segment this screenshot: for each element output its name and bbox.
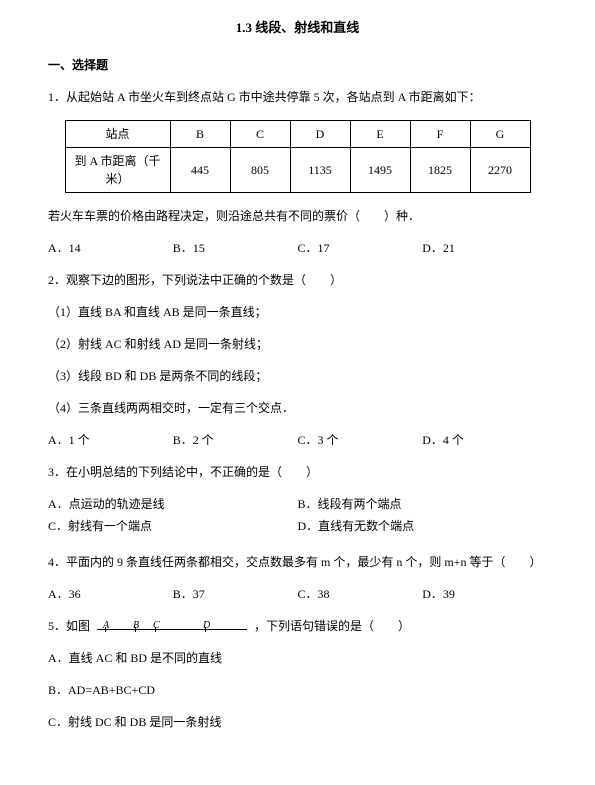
- table-cell: 445: [170, 147, 230, 192]
- question-2: 2．观察下边的图形，下列说法中正确的个数是（ ）: [48, 271, 547, 289]
- q5-pre: 5．如图: [48, 619, 90, 633]
- q5-options: A．直线 AC 和 BD 是不同的直线 B．AD=AB+BC+CD C．射线 D…: [48, 649, 547, 731]
- option-a: A．点运动的轨迹是线: [48, 495, 298, 513]
- q1-table: 站点 B C D E F G 到 A 市距离（千米） 445 805 1135 …: [65, 120, 531, 193]
- point-b-label: B: [133, 618, 139, 633]
- table-cell: E: [350, 120, 410, 147]
- q5-post: ，下列语句错误的是（ ）: [254, 619, 410, 633]
- table-cell: 站点: [65, 120, 170, 147]
- question-4: 4．平面内的 9 条直线任两条都相交，交点数最多有 m 个，最少有 n 个，则 …: [48, 553, 547, 571]
- table-cell: F: [410, 120, 470, 147]
- line-diagram: A B C D: [97, 621, 247, 633]
- option-c: C．17: [298, 239, 423, 257]
- option-a: A．1 个: [48, 431, 173, 449]
- option-a: A．直线 AC 和 BD 是不同的直线: [48, 649, 547, 667]
- q2-statement-4: （4）三条直线两两相交时，一定有三个交点．: [48, 399, 547, 417]
- option-c: C．射线有一个端点: [48, 517, 298, 535]
- question-1: 1．从起始站 A 市坐火车到终点站 G 市中途共停靠 5 次，各站点到 A 市距…: [48, 88, 547, 106]
- q2-statement-1: （1）直线 BA 和直线 AB 是同一条直线；: [48, 303, 547, 321]
- q2-statement-2: （2）射线 AC 和射线 AD 是同一条射线；: [48, 335, 547, 353]
- option-a: A．36: [48, 585, 173, 603]
- question-5: 5．如图 A B C D ，下列语句错误的是（ ）: [48, 617, 547, 635]
- option-b: B．AD=AB+BC+CD: [48, 681, 547, 699]
- table-cell: 1135: [290, 147, 350, 192]
- point-a-label: A: [103, 618, 109, 633]
- page-title: 1.3 线段、射线和直线: [48, 18, 547, 38]
- q3-options: A．点运动的轨迹是线 B．线段有两个端点 C．射线有一个端点 D．直线有无数个端…: [48, 495, 547, 539]
- point-d-label: D: [203, 618, 210, 633]
- table-cell: 1495: [350, 147, 410, 192]
- point-c-label: C: [153, 618, 160, 633]
- option-c: C．射线 DC 和 DB 是同一条射线: [48, 713, 547, 731]
- option-b: B．线段有两个端点: [298, 495, 548, 513]
- q2-statement-3: （3）线段 BD 和 DB 是两条不同的线段；: [48, 367, 547, 385]
- table-cell: B: [170, 120, 230, 147]
- table-cell: 2270: [470, 147, 530, 192]
- table-row: 站点 B C D E F G: [65, 120, 530, 147]
- option-d: D．21: [422, 239, 547, 257]
- table-cell: D: [290, 120, 350, 147]
- option-c: C．38: [298, 585, 423, 603]
- q1-options: A．14 B．15 C．17 D．21: [48, 239, 547, 257]
- option-b: B．15: [173, 239, 298, 257]
- table-cell: 1825: [410, 147, 470, 192]
- table-cell: 到 A 市距离（千米）: [65, 147, 170, 192]
- option-d: D．直线有无数个端点: [298, 517, 548, 535]
- option-b: B．2 个: [173, 431, 298, 449]
- q2-options: A．1 个 B．2 个 C．3 个 D．4 个: [48, 431, 547, 449]
- question-1-tail: 若火车车票的价格由路程决定，则沿途总共有不同的票价（ ）种．: [48, 207, 547, 225]
- option-d: D．39: [422, 585, 547, 603]
- option-b: B．37: [173, 585, 298, 603]
- q4-options: A．36 B．37 C．38 D．39: [48, 585, 547, 603]
- option-c: C．3 个: [298, 431, 423, 449]
- question-3: 3．在小明总结的下列结论中，不正确的是（ ）: [48, 463, 547, 481]
- table-cell: G: [470, 120, 530, 147]
- section-heading: 一、选择题: [48, 56, 547, 74]
- table-cell: 805: [230, 147, 290, 192]
- table-cell: C: [230, 120, 290, 147]
- option-d: D．4 个: [422, 431, 547, 449]
- option-a: A．14: [48, 239, 173, 257]
- diagram-line: [97, 629, 247, 630]
- table-row: 到 A 市距离（千米） 445 805 1135 1495 1825 2270: [65, 147, 530, 192]
